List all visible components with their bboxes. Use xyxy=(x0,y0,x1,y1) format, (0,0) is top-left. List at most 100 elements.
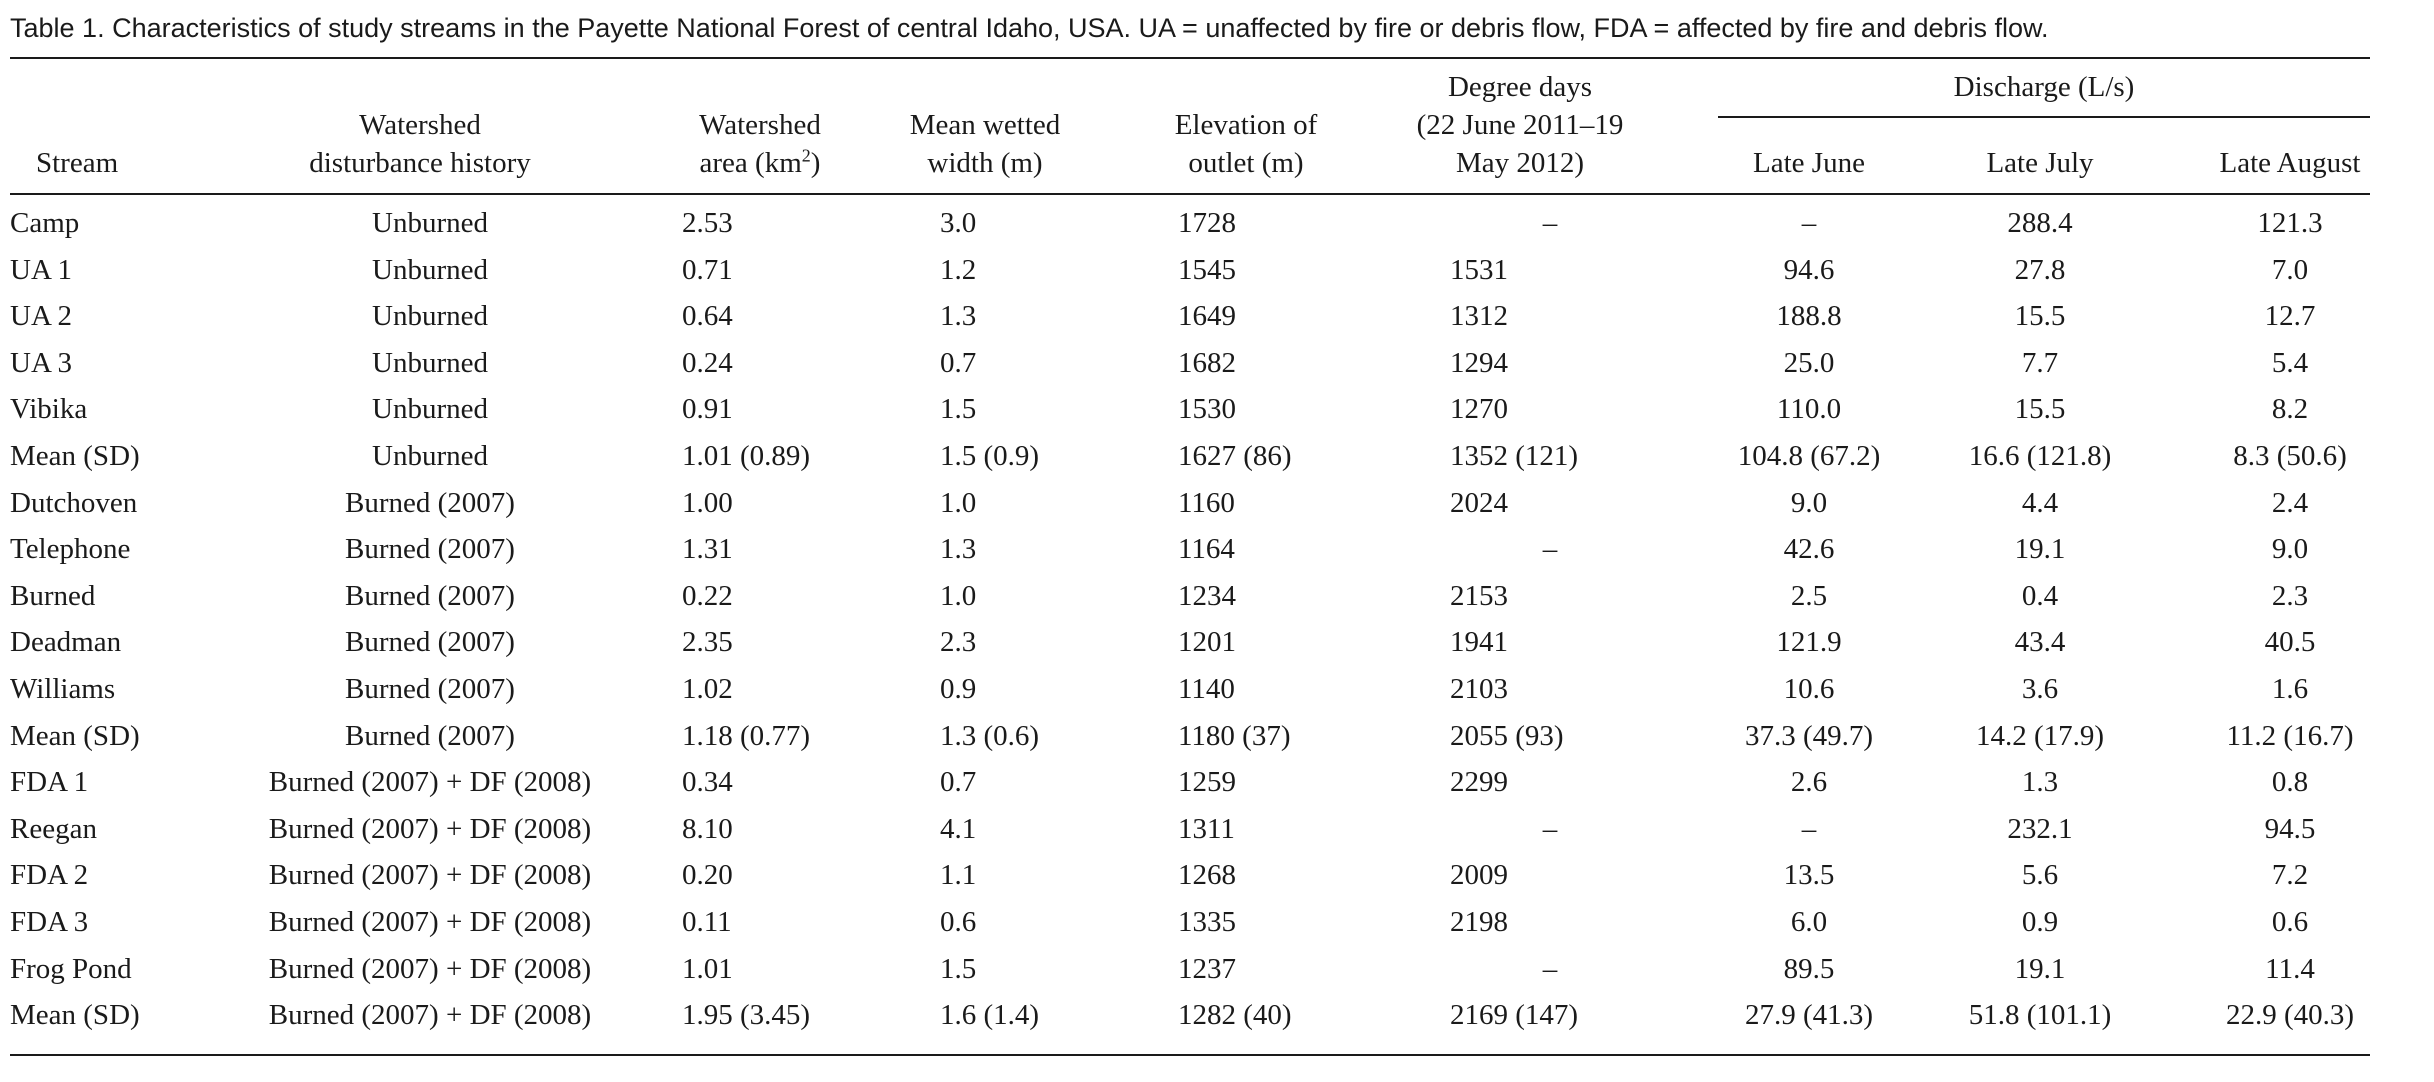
cell-elevation: 1234 xyxy=(1178,579,1236,612)
header-history: Watershed disturbance history xyxy=(240,106,600,182)
cell-width: 1.3 xyxy=(940,533,977,566)
cell-late-june: 188.8 xyxy=(1776,300,1842,333)
cell-elevation: 1311 xyxy=(1178,812,1235,845)
top-rule xyxy=(10,57,2370,59)
cell-width: 0.6 xyxy=(940,905,977,938)
cell-width: 1.6 (1.4) xyxy=(940,999,1040,1032)
cell-width: 3.0 xyxy=(940,207,977,239)
header-degree-days-line-2: (22 June 2011–19 xyxy=(1416,109,1624,141)
cell-history: Burned (2007) xyxy=(345,486,515,519)
table-row: Mean (SD) Burned (2007) + DF (2008) 1.95… xyxy=(10,992,2370,1039)
cell-late-june: 37.3 (49.7) xyxy=(1744,719,1874,752)
cell-late-august: 11.4 xyxy=(2265,952,2315,985)
cell-degree-days: 1941 xyxy=(1450,626,1508,659)
cell-late-july: 4.4 xyxy=(2021,486,2059,519)
table-row: FDA 2 Burned (2007) + DF (2008) 0.20 1.1… xyxy=(10,852,2370,899)
header-area-superscript: 2 xyxy=(801,145,811,166)
cell-width: 1.5 xyxy=(940,393,977,426)
cell-area: 0.20 xyxy=(682,859,733,892)
cell-stream: UA 1 xyxy=(10,253,73,286)
cell-degree-days: 2169 (147) xyxy=(1450,999,1579,1032)
cell-area: 1.00 xyxy=(682,486,733,519)
header-elevation-line-2: outlet (m) xyxy=(1188,147,1304,179)
cell-late-july: 27.8 xyxy=(2014,253,2066,286)
cell-stream: Camp xyxy=(10,207,80,239)
cell-degree-days: 1531 xyxy=(1450,253,1508,286)
cell-elevation: 1627 (86) xyxy=(1178,439,1292,472)
table-row: Camp Unburned 2.53 3.0 1728 – – 288.4 12… xyxy=(10,200,2370,247)
table-caption: Table 1. Characteristics of study stream… xyxy=(10,13,2049,43)
cell-late-june: 94.6 xyxy=(1783,253,1835,286)
cell-late-july: 19.1 xyxy=(2014,952,2066,985)
table-row: Vibika Unburned 0.91 1.5 1530 1270 110.0… xyxy=(10,386,2370,433)
cell-elevation: 1282 (40) xyxy=(1178,999,1292,1032)
cell-history: Burned (2007) + DF (2008) xyxy=(268,859,592,892)
cell-history: Unburned xyxy=(372,393,488,426)
cell-area: 0.24 xyxy=(682,346,733,379)
cell-history: Burned (2007) xyxy=(345,579,515,612)
cell-degree-days: – xyxy=(1542,812,1558,845)
discharge-group-rule xyxy=(1718,116,2370,118)
cell-late-july: 7.7 xyxy=(2021,346,2059,379)
cell-late-july: 14.2 (17.9) xyxy=(1975,719,2105,752)
cell-degree-days: 2153 xyxy=(1450,579,1508,612)
table-body: Camp Unburned 2.53 3.0 1728 – – 288.4 12… xyxy=(10,200,2370,1039)
cell-elevation: 1140 xyxy=(1178,672,1235,705)
cell-width: 1.0 xyxy=(940,486,977,519)
table-row: Williams Burned (2007) 1.02 0.9 1140 210… xyxy=(10,666,2370,713)
cell-area: 8.10 xyxy=(682,812,733,845)
cell-late-june: – xyxy=(1801,812,1817,845)
cell-elevation: 1164 xyxy=(1178,533,1235,566)
header-degree-days-line-1: Degree days xyxy=(1447,71,1593,103)
cell-late-august: 0.6 xyxy=(2271,905,2309,938)
table-row: Dutchoven Burned (2007) 1.00 1.0 1160 20… xyxy=(10,480,2370,527)
table-row: Telephone Burned (2007) 1.31 1.3 1164 – … xyxy=(10,526,2370,573)
cell-late-july: 3.6 xyxy=(2021,672,2059,705)
cell-area: 1.18 (0.77) xyxy=(682,719,811,752)
header-elevation: Elevation of outlet (m) xyxy=(1136,106,1356,182)
table-row: UA 3 Unburned 0.24 0.7 1682 1294 25.0 7.… xyxy=(10,340,2370,387)
cell-history: Burned (2007) xyxy=(345,626,515,659)
cell-late-august: 94.5 xyxy=(2264,812,2316,845)
cell-history: Burned (2007) + DF (2008) xyxy=(268,999,592,1032)
table-row: Mean (SD) Burned (2007) 1.18 (0.77) 1.3 … xyxy=(10,713,2370,760)
cell-late-june: 25.0 xyxy=(1783,346,1835,379)
cell-area: 2.53 xyxy=(682,207,733,239)
cell-late-july: 51.8 (101.1) xyxy=(1968,999,2112,1032)
cell-history: Burned (2007) + DF (2008) xyxy=(268,952,592,985)
cell-late-august: 2.4 xyxy=(2271,486,2309,519)
cell-late-august: 0.8 xyxy=(2271,766,2309,799)
cell-elevation: 1201 xyxy=(1178,626,1236,659)
cell-late-august: 22.9 (40.3) xyxy=(2225,999,2355,1032)
cell-elevation: 1259 xyxy=(1178,766,1236,799)
cell-width: 4.1 xyxy=(940,812,977,845)
header-late-august: Late August xyxy=(2219,147,2361,179)
cell-late-august: 11.2 (16.7) xyxy=(2226,719,2354,752)
table-row: Frog Pond Burned (2007) + DF (2008) 1.01… xyxy=(10,946,2370,993)
cell-late-august: 121.3 xyxy=(2257,207,2323,239)
header-degree-days: Degree days (22 June 2011–19 May 2012) xyxy=(1380,68,1660,182)
cell-stream: Burned xyxy=(10,579,96,612)
header-width: Mean wetted width (m) xyxy=(880,106,1090,182)
cell-elevation: 1728 xyxy=(1178,207,1236,239)
cell-elevation: 1530 xyxy=(1178,393,1236,426)
cell-late-june: 27.9 (41.3) xyxy=(1744,999,1874,1032)
cell-stream: Mean (SD) xyxy=(10,999,140,1032)
header-width-line-2: width (m) xyxy=(927,147,1043,179)
table-row: Burned Burned (2007) 0.22 1.0 1234 2153 … xyxy=(10,573,2370,620)
cell-width: 1.3 (0.6) xyxy=(940,719,1040,752)
cell-late-june: 10.6 xyxy=(1783,672,1835,705)
cell-degree-days: 1294 xyxy=(1450,346,1508,379)
cell-width: 2.3 xyxy=(940,626,977,659)
cell-stream: FDA 1 xyxy=(10,766,89,799)
cell-history: Unburned xyxy=(372,439,488,472)
header-area-close: ) xyxy=(810,147,821,179)
cell-width: 0.9 xyxy=(940,672,977,705)
cell-late-july: 0.9 xyxy=(2021,905,2059,938)
cell-stream: Frog Pond xyxy=(10,952,132,985)
header-discharge: Discharge (L/s) xyxy=(1953,71,2135,103)
cell-degree-days: 2299 xyxy=(1450,766,1508,799)
cell-stream: Telephone xyxy=(10,533,131,566)
header-area: Watershed area (km2) xyxy=(660,106,860,182)
cell-stream: Mean (SD) xyxy=(10,439,140,472)
